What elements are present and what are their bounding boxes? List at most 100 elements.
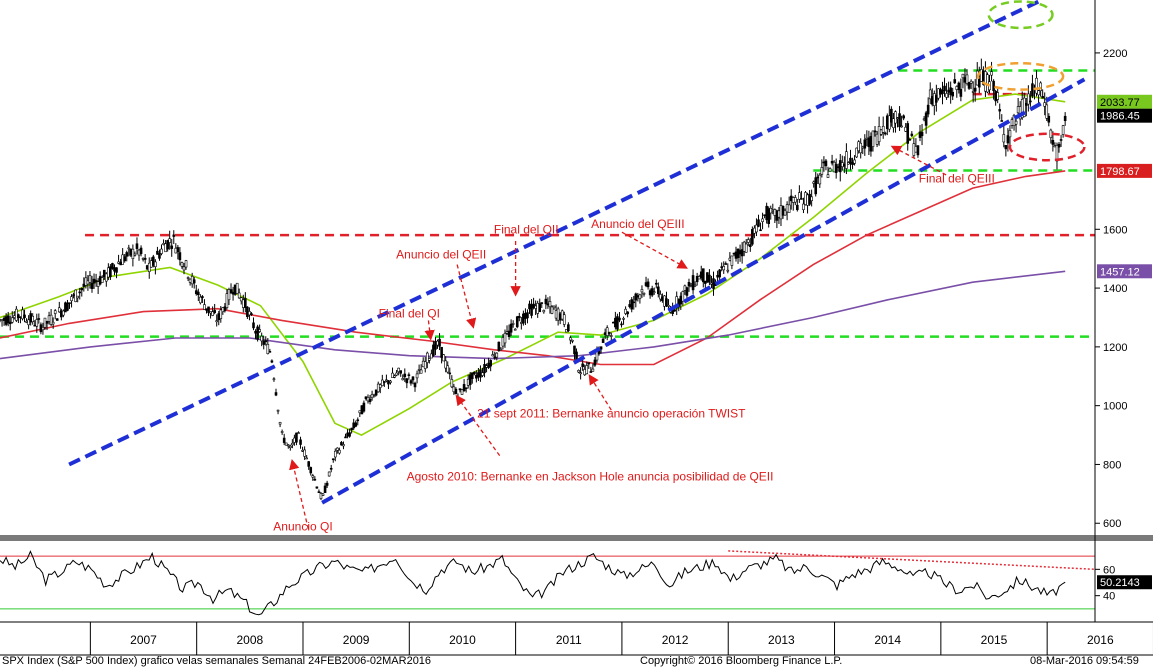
candle-body xyxy=(256,326,259,340)
candle-body xyxy=(779,205,783,220)
candle-body xyxy=(460,389,464,395)
candle-body xyxy=(121,254,124,265)
candle-body xyxy=(505,331,509,334)
candle-body xyxy=(1012,114,1016,126)
candle-body xyxy=(841,162,844,168)
candle-body xyxy=(663,295,666,307)
candle-body xyxy=(634,293,638,301)
candle-body xyxy=(845,151,848,169)
candle-body xyxy=(910,133,914,136)
candle-body xyxy=(495,352,499,358)
candle-body xyxy=(536,302,539,314)
candle-body xyxy=(689,285,693,288)
candle-body xyxy=(94,280,98,282)
candle-body xyxy=(133,253,137,256)
candle-body xyxy=(168,238,171,243)
candle-body xyxy=(105,273,108,282)
candle-body xyxy=(405,378,409,384)
candle-body xyxy=(274,392,278,396)
candle-body xyxy=(781,205,785,216)
candle-body xyxy=(190,275,194,285)
candle-body xyxy=(554,310,558,319)
candle-body xyxy=(560,310,564,320)
candle-body xyxy=(244,298,247,308)
candle-body xyxy=(160,248,163,254)
candle-body xyxy=(959,88,963,97)
annotation-label: 21 sept 2011: Bernanke anuncio operación… xyxy=(477,406,746,420)
candle-body xyxy=(164,243,167,253)
candle-body xyxy=(1000,120,1004,122)
candle-body xyxy=(693,284,697,287)
candle-body xyxy=(152,256,155,266)
candle-body xyxy=(720,266,723,269)
candle-body xyxy=(926,104,930,115)
candle-body xyxy=(64,302,67,313)
candle-body xyxy=(971,91,975,93)
candle-body xyxy=(957,82,961,91)
candle-body xyxy=(19,316,22,319)
candle-body xyxy=(607,332,611,334)
candle-body xyxy=(225,293,229,308)
candle-body xyxy=(477,372,480,378)
candle-body xyxy=(1057,143,1061,148)
candle-body xyxy=(336,447,339,451)
candle-body xyxy=(149,260,153,268)
candle-body xyxy=(550,306,554,314)
candle-body xyxy=(638,294,642,299)
candle-body xyxy=(980,69,983,82)
candle-body xyxy=(1059,139,1063,141)
candle-body xyxy=(356,419,360,422)
candle-body xyxy=(96,281,100,287)
candle-body xyxy=(577,370,580,373)
candle-body xyxy=(186,277,190,279)
candle-body xyxy=(401,378,405,381)
candle-body xyxy=(624,308,627,314)
candle-body xyxy=(579,372,582,375)
candle-body xyxy=(900,125,903,128)
candle-body xyxy=(217,313,221,321)
candle-body xyxy=(348,432,351,437)
candle-body xyxy=(753,227,756,234)
x-tick-label: 2011 xyxy=(556,633,582,647)
candle-body xyxy=(785,204,789,213)
candle-body xyxy=(311,475,315,478)
candle-body xyxy=(509,323,513,333)
x-tick-label: 2007 xyxy=(130,633,157,647)
candle-body xyxy=(180,262,184,267)
candle-body xyxy=(450,379,454,388)
candle-body xyxy=(503,333,507,344)
candle-body xyxy=(1039,82,1042,91)
candle-body xyxy=(726,269,730,272)
candle-body xyxy=(391,372,394,378)
candle-body xyxy=(883,132,887,135)
candle-body xyxy=(924,112,928,126)
candle-body xyxy=(757,219,760,227)
candle-body xyxy=(109,266,112,278)
candle-body xyxy=(920,131,924,137)
candle-body xyxy=(254,331,257,334)
candle-body xyxy=(640,289,644,293)
candle-body xyxy=(569,337,572,341)
candle-body xyxy=(659,293,662,300)
candle-body xyxy=(657,286,660,295)
x-tick-label: 2008 xyxy=(236,633,263,647)
candle-body xyxy=(137,249,141,256)
candle-body xyxy=(37,318,41,320)
candle-body xyxy=(248,311,251,316)
candle-body xyxy=(857,141,860,151)
moving-averages xyxy=(0,93,1066,436)
candle-body xyxy=(894,111,897,124)
candle-body xyxy=(787,204,791,213)
candle-body xyxy=(454,388,458,395)
candle-body xyxy=(706,272,709,283)
candle-body xyxy=(45,321,49,324)
candle-body xyxy=(556,308,560,321)
candle-body xyxy=(188,278,192,283)
candle-body xyxy=(585,365,589,375)
candle-body xyxy=(1045,104,1049,119)
candle-body xyxy=(642,292,646,295)
candle-body xyxy=(333,450,337,458)
candle-body xyxy=(462,384,466,392)
candle-body xyxy=(72,294,75,297)
candle-body xyxy=(141,257,145,260)
